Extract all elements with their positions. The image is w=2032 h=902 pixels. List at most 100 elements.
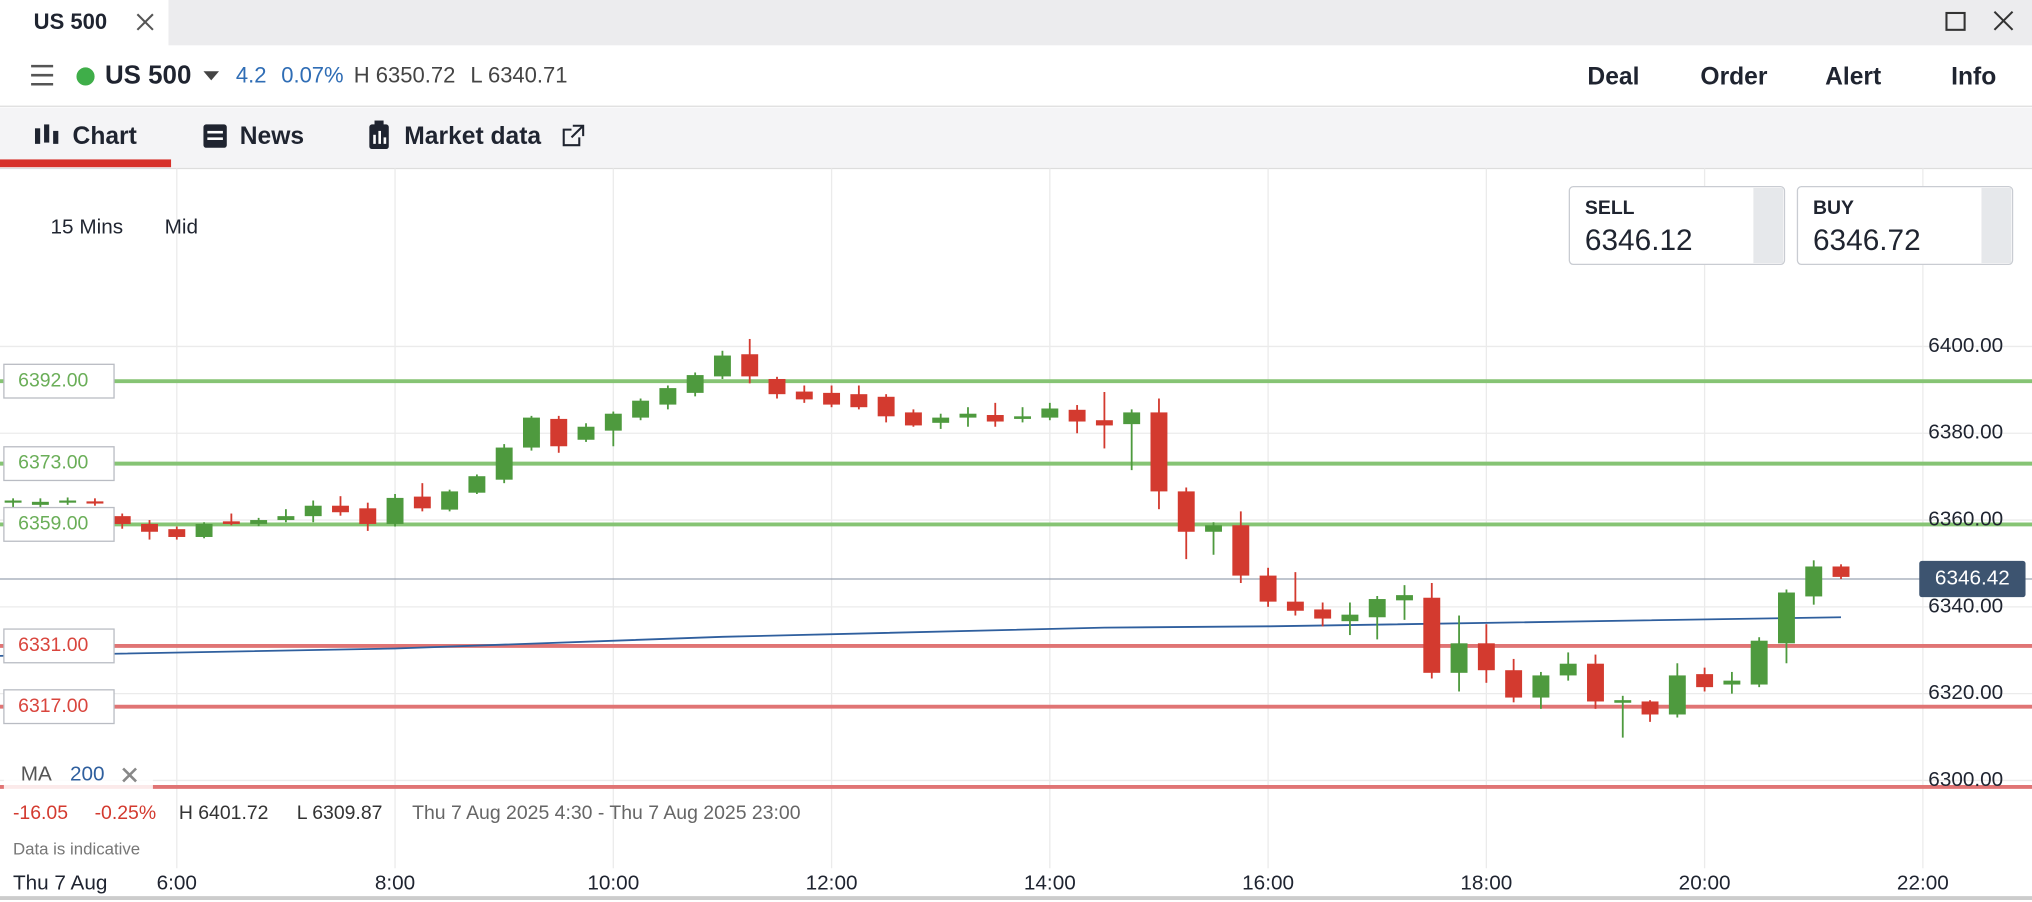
candle-body [1396, 595, 1413, 601]
nav-tab[interactable]: Market data [404, 123, 541, 150]
candle-body [986, 415, 1004, 422]
plot [0, 168, 2032, 869]
candle-body [1177, 491, 1195, 532]
candle-body [823, 392, 841, 405]
candle-body [1778, 592, 1795, 644]
candle-body [550, 418, 568, 447]
level-label: 6392.00 [18, 369, 88, 391]
instrument[interactable]: US 500 [105, 61, 191, 89]
ma-remove[interactable] [122, 767, 137, 783]
candle-body [1314, 609, 1332, 619]
candle-body [1477, 643, 1495, 671]
x-tick-label: 14:00 [1024, 871, 1076, 894]
day-high: H 6350.72 [354, 62, 456, 87]
candle-body [1505, 670, 1523, 698]
sell-label: SELL [1585, 197, 1635, 219]
candle-body [932, 417, 950, 423]
candle-body [686, 375, 704, 393]
candle-body [31, 501, 49, 505]
action-button[interactable]: Info [1951, 63, 1996, 90]
candle-body [1286, 601, 1304, 611]
maximize[interactable] [1945, 11, 1966, 31]
x-tick-label: 16:00 [1242, 871, 1294, 894]
y-tick-label: 6300.00 [1928, 768, 2003, 791]
tab-close[interactable] [136, 13, 154, 31]
tab[interactable] [0, 0, 169, 47]
candle-body [523, 417, 540, 448]
external-link-icon[interactable] [562, 124, 585, 147]
candle-body [959, 413, 977, 418]
period-low: L 6309.87 [297, 802, 383, 824]
nav-tab[interactable]: News [240, 123, 304, 150]
action-button[interactable]: Order [1700, 63, 1767, 90]
candle-body [1423, 597, 1441, 673]
ma-remove-stroke [122, 767, 137, 783]
x-tick-label: 12:00 [806, 871, 858, 894]
note: Data is indicative [13, 840, 140, 859]
sell-price: 6346.12 [1585, 224, 1693, 257]
action-button[interactable]: Alert [1825, 63, 1881, 90]
change-pct: 0.07% [281, 62, 343, 87]
period-range: Thu 7 Aug 2025 4:30 - Thu 7 Aug 2025 23:… [412, 802, 801, 824]
candle-body [113, 516, 131, 524]
y-tick-label: 6360.00 [1928, 508, 2003, 531]
y-tick-label: 6320.00 [1928, 681, 2003, 704]
candle-body [1832, 566, 1850, 577]
status-dot [76, 67, 95, 86]
period-change: -16.05 [13, 802, 68, 824]
candle-body [577, 426, 595, 440]
interval[interactable]: 15 Mins [51, 216, 124, 239]
price-type[interactable]: Mid [165, 216, 198, 239]
candle-body [59, 500, 77, 503]
candle-body [277, 516, 295, 521]
action-button[interactable]: Deal [1587, 63, 1639, 90]
window-close[interactable] [1993, 10, 2014, 31]
candle-body [1723, 680, 1741, 685]
candle-body [713, 355, 731, 377]
level-label-box [3, 506, 115, 542]
chart-icon [34, 124, 59, 144]
candle-body [1150, 412, 1168, 492]
candle-body [1532, 675, 1550, 698]
period-high: H 6401.72 [179, 802, 269, 824]
x-tick-label: 18:00 [1460, 871, 1512, 894]
level-label: 6331.00 [18, 634, 88, 656]
dropdown-caret[interactable] [203, 71, 220, 81]
overlay: 6:00 8:00 10:00 12:00 14:00 16:00 18:00 20:00 22… [0, 334, 2032, 901]
candle-body [1614, 700, 1632, 703]
date-label: Thu 7 Aug [13, 871, 107, 894]
candle-body [1259, 575, 1277, 602]
candle-body [413, 496, 431, 509]
candle-body [1668, 675, 1686, 715]
candle-body [1750, 640, 1768, 685]
current-price-badge [1919, 560, 2026, 598]
nav-tab[interactable]: Chart [73, 123, 137, 150]
candle-body [1068, 409, 1086, 422]
x-tick-label: 20:00 [1679, 871, 1731, 894]
level-label-box [3, 363, 115, 399]
market-icon [369, 120, 389, 150]
sell-box[interactable]: SELL 6346.12 [1568, 185, 1786, 266]
candle-body [1095, 420, 1113, 426]
day-low: L 6340.71 [470, 62, 567, 87]
candle-body [795, 391, 813, 400]
candle-body [250, 520, 268, 524]
candle-body [386, 497, 404, 524]
level-label: 6359.00 [18, 513, 88, 535]
candle-body [222, 521, 240, 524]
level-label-box [3, 689, 115, 725]
candle-body [1014, 416, 1032, 419]
candle-body [1450, 643, 1468, 673]
change: 4.2 [236, 62, 267, 87]
active-tab-indicator [0, 159, 172, 168]
x-tick-label: 6:00 [157, 871, 197, 894]
news-icon [203, 124, 227, 148]
candle-body [332, 505, 349, 513]
level-label: 6317.00 [18, 695, 88, 717]
candle-body [741, 354, 759, 377]
ma-period: 200 [70, 762, 105, 785]
buy-box[interactable]: BUY 6346.72 [1796, 185, 2014, 266]
menu-icon[interactable] [31, 64, 54, 86]
candle-body [1641, 701, 1659, 715]
